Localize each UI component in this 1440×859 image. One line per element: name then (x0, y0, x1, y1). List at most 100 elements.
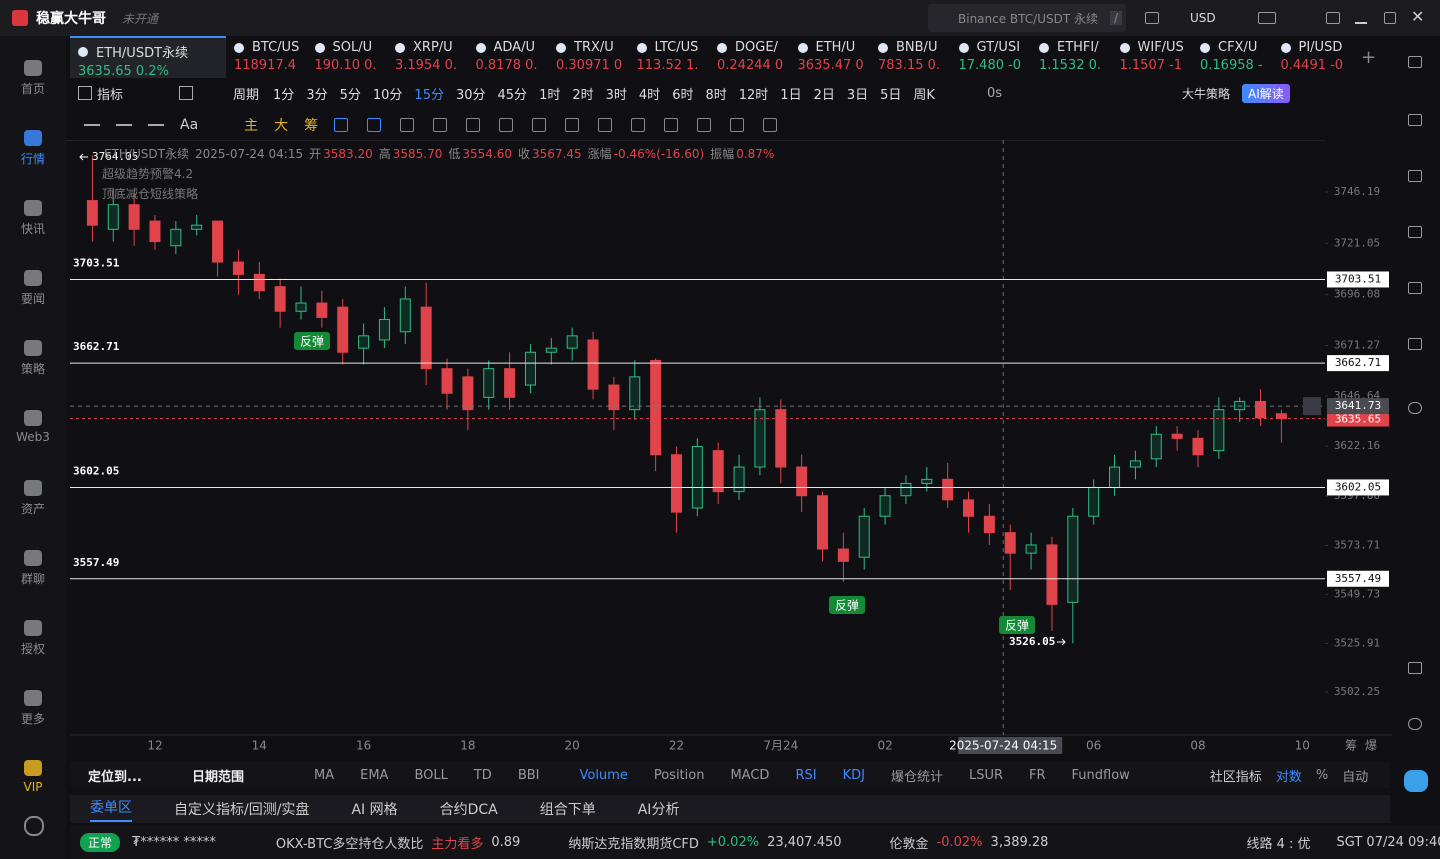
ticker[interactable]: PI/USD 0.4491 -0 (1273, 36, 1354, 78)
panel-icon[interactable] (1408, 56, 1422, 68)
sidebar-item[interactable]: 快讯 (0, 200, 66, 237)
ticker[interactable]: BTC/US 118917.4 (226, 36, 307, 78)
ai-button[interactable]: AI解读 (1242, 83, 1290, 103)
interval[interactable]: 45分 (497, 87, 528, 103)
ticker[interactable]: TRX/U 0.30971 0 (548, 36, 629, 78)
indicator-tab[interactable]: KDJ (842, 767, 865, 783)
indicator-tab[interactable]: MACD (730, 767, 770, 783)
search[interactable]: Binance BTC/USDT 永续 / (928, 4, 1126, 32)
mark-tool[interactable]: 筹 (304, 118, 319, 134)
add-ticker[interactable]: + (1361, 46, 1377, 68)
indicator-tab[interactable]: BOLL (414, 767, 448, 783)
panel-icon[interactable] (1408, 338, 1422, 350)
interval[interactable]: 15分 (414, 87, 444, 103)
tool-icon[interactable] (400, 118, 415, 132)
tool-icon[interactable] (84, 124, 100, 126)
panel-icon[interactable] (1408, 170, 1422, 182)
indicator-tab[interactable]: MA (314, 767, 335, 783)
axis-option[interactable]: % (1315, 767, 1329, 783)
bottom-tab[interactable]: 委单区 (90, 797, 132, 822)
currency[interactable]: USD (1190, 11, 1216, 25)
badge[interactable]: 未开通 (122, 11, 159, 26)
bottom-tab[interactable]: 组合下单 (539, 802, 596, 818)
indicator-button[interactable]: 指标 (97, 87, 124, 103)
indicator-tab[interactable]: Fundflow (1071, 767, 1130, 783)
ticker[interactable]: GT/USI 17.480 -0 (951, 36, 1032, 78)
tool-icon[interactable] (466, 118, 481, 132)
interval[interactable]: 5分 (339, 87, 361, 103)
community[interactable]: 社区指标 (1209, 769, 1262, 785)
mail[interactable] (1258, 12, 1276, 24)
indicator-tab[interactable]: TD (473, 767, 492, 783)
sidebar-item[interactable]: VIP (0, 760, 66, 794)
interval[interactable]: 30分 (455, 87, 486, 103)
tool-icon[interactable] (116, 124, 132, 126)
panel-icon[interactable] (1408, 718, 1422, 730)
axis-option[interactable]: 对数 (1275, 769, 1302, 785)
indicator-tab[interactable]: EMA (360, 767, 389, 783)
interval[interactable]: 6时 (672, 87, 694, 103)
locate[interactable]: 定位到... (88, 769, 142, 785)
interval[interactable]: 2时 (572, 87, 594, 103)
indicator-tab[interactable]: 爆仓统计 (890, 769, 943, 785)
tool-icon[interactable] (664, 118, 679, 132)
panel-icon[interactable] (1408, 282, 1422, 294)
interval[interactable]: 1日 (780, 87, 802, 103)
panel-icon[interactable] (1408, 114, 1422, 126)
tool-icon[interactable] (334, 118, 349, 132)
mark-tool[interactable]: 主 (244, 118, 259, 134)
tool-icon[interactable] (148, 124, 164, 126)
minimize[interactable] (1355, 22, 1367, 24)
axis-option[interactable]: 自动 (1342, 769, 1369, 785)
sidebar-item[interactable]: Web3 (0, 410, 66, 444)
mark-tool[interactable]: 大 (274, 118, 289, 134)
font-tool[interactable]: Aa (180, 117, 199, 133)
tool-icon[interactable] (763, 118, 778, 132)
indicator-tab[interactable]: BBI (517, 767, 540, 783)
period-button[interactable]: 周期 (233, 87, 260, 103)
interval[interactable]: 1分 (273, 87, 295, 103)
ticker[interactable]: XRP/U 3.1954 0. (387, 36, 468, 78)
sidebar-item[interactable]: 首页 (0, 60, 66, 97)
interval[interactable]: 12时 (738, 87, 769, 103)
settings[interactable] (24, 816, 44, 836)
ticker[interactable]: ADA/U 0.8178 0. (468, 36, 549, 78)
sidebar-item[interactable]: 群聊 (0, 550, 66, 587)
tool-icon[interactable] (532, 118, 547, 132)
tool-icon[interactable] (499, 118, 514, 132)
indicator-tab[interactable]: RSI (795, 767, 817, 783)
interval[interactable]: 8时 (705, 87, 727, 103)
bottom-tab[interactable]: 自定义指标/回测/实盘 (174, 802, 310, 818)
ticker[interactable]: ETH/U 3635.47 0 (790, 36, 871, 78)
tool-icon[interactable] (730, 118, 745, 132)
tool-icon[interactable] (697, 118, 712, 132)
ticker[interactable]: DOGE/0.24244 0 (709, 36, 790, 78)
interval[interactable]: 5日 (880, 87, 902, 103)
assistant[interactable] (1404, 770, 1428, 792)
bottom-tab[interactable]: 合约DCA (439, 802, 498, 818)
close[interactable]: ✕ (1411, 7, 1425, 26)
sidebar-item[interactable]: 更多 (0, 690, 66, 727)
indicator-tab[interactable]: Volume (579, 767, 628, 783)
interval[interactable]: 3时 (605, 87, 627, 103)
interval[interactable]: 10分 (372, 87, 403, 103)
interval[interactable]: 3日 (846, 87, 869, 103)
bell[interactable] (1145, 12, 1159, 24)
tool-icon[interactable] (631, 118, 646, 132)
interval[interactable]: 4时 (638, 87, 661, 103)
ticker[interactable]: ETHFI/1.1532 0. (1031, 36, 1112, 78)
panel-icon[interactable] (1408, 226, 1422, 238)
panel-icon[interactable] (1408, 662, 1422, 674)
indicator-tab[interactable]: LSUR (968, 767, 1003, 783)
tool-icon[interactable] (598, 118, 613, 132)
tool-icon[interactable] (367, 118, 382, 132)
strategy[interactable]: 大牛策略 (1182, 86, 1231, 101)
indicator-tab[interactable]: Position (653, 767, 705, 783)
ticker[interactable]: LTC/US 113.52 1. (629, 36, 710, 78)
sidebar-item[interactable]: 要闻 (0, 270, 66, 307)
window[interactable] (1326, 12, 1340, 24)
interval[interactable]: 2日 (813, 87, 835, 103)
interval[interactable]: 周K (913, 87, 935, 103)
sidebar-item[interactable]: 策略 (0, 340, 66, 377)
sidebar-item[interactable]: 行情 (0, 130, 66, 167)
